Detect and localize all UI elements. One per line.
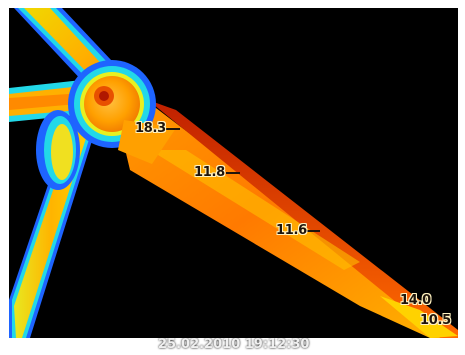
capture-timestamp: 25.02.2010 19:12:30 (158, 337, 310, 352)
temperature-marker: 11.6 (276, 223, 307, 238)
temperature-marker: 11.8 (194, 165, 225, 180)
temperature-marker: 18.3 (135, 121, 166, 136)
temperature-marker: 14.0 (400, 293, 431, 308)
temperature-marker: 10.5 (420, 313, 451, 328)
